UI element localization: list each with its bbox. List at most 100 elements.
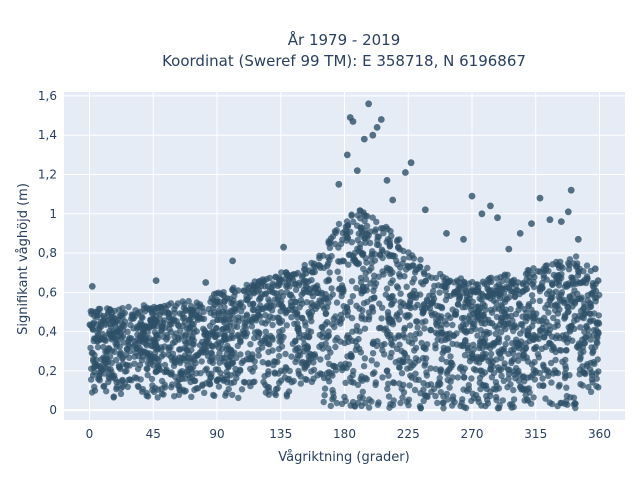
data-point [261, 373, 268, 380]
data-point [238, 359, 245, 367]
data-point [176, 310, 184, 317]
data-point [539, 375, 546, 382]
data-point [131, 374, 139, 381]
data-point [386, 251, 394, 259]
data-point [338, 400, 346, 407]
data-point [349, 337, 356, 344]
data-point [255, 352, 262, 359]
data-point [530, 336, 537, 344]
data-point [265, 384, 272, 391]
data-point [460, 278, 468, 286]
data-point [369, 248, 376, 255]
data-point [567, 394, 574, 401]
data-point [499, 318, 507, 325]
data-point [321, 385, 329, 392]
data-point [308, 289, 315, 297]
data-point [540, 361, 547, 368]
data-point [152, 368, 160, 375]
data-point [273, 290, 280, 297]
data-point [188, 393, 195, 400]
data-point [201, 389, 208, 396]
data-point [187, 374, 194, 382]
data-point [158, 390, 166, 398]
data-point [102, 319, 109, 327]
outlier-point [402, 169, 409, 176]
data-point [540, 265, 547, 273]
data-point [131, 338, 138, 345]
data-point [325, 378, 333, 385]
data-point [438, 355, 445, 363]
data-point [498, 285, 505, 292]
data-point [525, 385, 532, 392]
data-point [141, 336, 148, 343]
data-point [361, 235, 369, 242]
data-point [580, 348, 587, 355]
data-point [486, 319, 493, 326]
data-point [309, 269, 316, 276]
data-point [397, 303, 404, 310]
data-point [319, 324, 326, 331]
data-point [546, 322, 553, 329]
data-point [298, 291, 305, 298]
data-point [385, 393, 393, 400]
data-point [420, 354, 427, 362]
data-point [310, 262, 317, 270]
data-point [340, 258, 347, 265]
data-point [307, 328, 315, 335]
data-point [295, 279, 303, 286]
data-point [113, 384, 121, 391]
data-point [504, 335, 511, 342]
y-axis-title: Signifikant våghöjd (m) [16, 183, 31, 335]
data-point [487, 350, 495, 358]
data-point [104, 348, 111, 355]
data-point [528, 306, 535, 313]
outlier-point [389, 196, 397, 204]
data-point [575, 267, 582, 275]
data-point [158, 308, 165, 316]
data-point [514, 287, 521, 294]
data-point [333, 299, 341, 306]
outlier-point [369, 131, 377, 139]
data-point [482, 350, 489, 358]
data-point [343, 364, 350, 372]
data-point [333, 334, 341, 342]
data-point [265, 340, 272, 347]
data-point [312, 284, 320, 291]
data-point [422, 360, 429, 367]
data-point [229, 286, 236, 294]
data-point [508, 312, 515, 320]
data-point [470, 341, 477, 348]
data-point [109, 318, 116, 325]
data-point [354, 212, 361, 219]
data-point [208, 349, 215, 356]
data-point [426, 292, 433, 299]
data-point [287, 291, 295, 298]
data-point [405, 338, 413, 345]
data-point [200, 325, 207, 332]
data-point [249, 306, 256, 314]
x-axis-title: Vågriktning (grader) [278, 450, 409, 465]
data-point [153, 322, 161, 330]
data-point [405, 396, 413, 403]
data-point [296, 304, 303, 311]
data-point [407, 332, 414, 339]
data-point [132, 307, 139, 314]
data-point [340, 303, 347, 310]
data-point [130, 315, 137, 322]
data-point [169, 357, 176, 364]
data-point [405, 249, 412, 256]
data-point [530, 394, 537, 401]
data-point [224, 295, 231, 302]
data-point [483, 328, 490, 336]
data-point [177, 369, 184, 376]
data-point [210, 391, 217, 399]
data-point [585, 331, 592, 339]
data-point [462, 338, 469, 345]
data-point [510, 386, 517, 394]
data-point [283, 365, 290, 372]
data-point [321, 392, 328, 399]
data-point [429, 288, 437, 295]
data-point [437, 389, 444, 396]
outlier-point [536, 194, 544, 202]
data-point [454, 301, 462, 308]
